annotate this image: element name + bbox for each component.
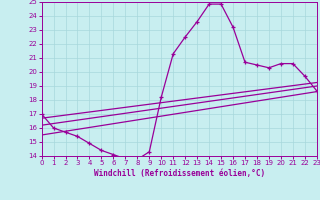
X-axis label: Windchill (Refroidissement éolien,°C): Windchill (Refroidissement éolien,°C) [94,169,265,178]
